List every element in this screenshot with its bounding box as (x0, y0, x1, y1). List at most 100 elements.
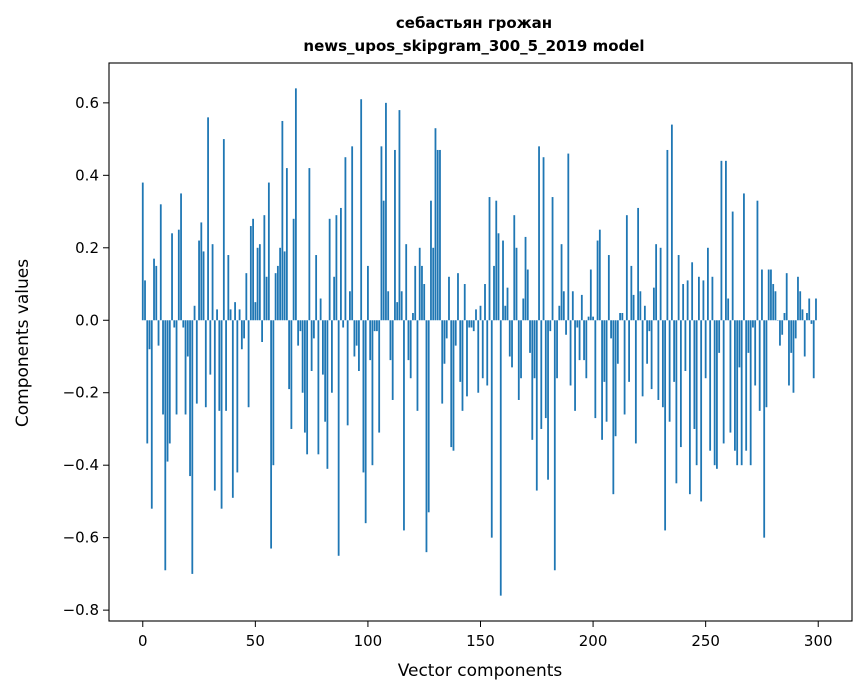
bar-155 (490, 320, 493, 538)
bar-87 (337, 320, 340, 556)
bar-32 (213, 320, 216, 491)
bar-48 (249, 226, 252, 321)
bar-150 (479, 305, 482, 321)
bar-128 (430, 200, 432, 321)
bar-26 (200, 222, 203, 321)
bar-28 (204, 320, 207, 408)
bar-74 (308, 168, 311, 321)
bar-230 (659, 247, 662, 321)
x-tick-label: 50 (246, 632, 265, 650)
bar-27 (202, 251, 205, 321)
bar-284 (781, 320, 784, 335)
bar-158 (497, 233, 500, 321)
x-tick-label: 200 (579, 632, 608, 650)
bar-263 (734, 320, 736, 451)
bar-3 (148, 320, 151, 350)
bar-116 (403, 320, 405, 531)
bar-86 (335, 215, 338, 321)
bar-215 (625, 215, 628, 321)
bar-126 (425, 320, 428, 553)
bar-166 (515, 247, 518, 321)
bar-56 (267, 182, 270, 321)
bar-205 (603, 320, 606, 382)
bar-177 (540, 320, 543, 429)
bar-235 (670, 124, 673, 321)
bar-216 (628, 320, 630, 382)
bar-94 (353, 320, 356, 357)
bar-189 (567, 153, 570, 321)
bar-39 (229, 309, 232, 321)
bar-221 (639, 291, 642, 321)
bar-275 (761, 269, 763, 321)
bar-192 (574, 320, 576, 411)
bar-112 (394, 149, 396, 321)
bars (141, 88, 817, 596)
bar-96 (358, 320, 360, 371)
bar-227 (652, 287, 655, 321)
bar-6 (155, 265, 158, 321)
bar-232 (664, 320, 667, 531)
bar-276 (763, 320, 766, 538)
bar-120 (412, 313, 414, 321)
bar-242 (686, 280, 689, 321)
bar-272 (754, 320, 757, 386)
bar-83 (328, 218, 331, 321)
bar-70 (299, 320, 302, 332)
bar-13 (171, 233, 173, 321)
bar-91 (346, 320, 349, 426)
bar-16 (177, 229, 180, 321)
bar-246 (695, 320, 698, 466)
bar-141 (459, 320, 462, 382)
bar-64 (285, 168, 288, 321)
bar-50 (254, 302, 257, 321)
bar-294 (803, 320, 806, 357)
bar-165 (513, 215, 516, 321)
bar-157 (495, 200, 498, 321)
bar-160 (502, 240, 504, 321)
bar-299 (815, 298, 817, 321)
bar-117 (405, 244, 408, 321)
bar-49 (252, 218, 254, 321)
bar-211 (616, 320, 619, 364)
bar-52 (258, 244, 261, 321)
bar-256 (718, 320, 721, 353)
bar-80 (321, 320, 324, 375)
bar-143 (463, 284, 466, 321)
bar-259 (725, 160, 727, 321)
bar-223 (643, 305, 646, 321)
plot-area (108, 62, 853, 622)
x-tick-label: 250 (691, 632, 720, 650)
bar-124 (421, 265, 423, 321)
bar-73 (306, 320, 309, 455)
bar-118 (407, 320, 410, 361)
bar-191 (571, 291, 574, 321)
bar-146 (470, 320, 473, 328)
bar-68 (294, 88, 297, 321)
bar-17 (180, 193, 182, 321)
bar-269 (747, 320, 750, 353)
bar-89 (342, 320, 345, 328)
y-tick-label: 0.4 (75, 166, 99, 184)
bar-75 (310, 320, 313, 371)
bar-253 (711, 276, 714, 321)
bar-224 (646, 320, 649, 364)
bar-63 (283, 251, 286, 321)
bar-12 (168, 320, 171, 444)
bar-90 (344, 157, 347, 321)
bar-72 (303, 320, 306, 433)
y-tick-label: −0.2 (63, 384, 99, 402)
bar-154 (488, 197, 491, 321)
bar-66 (290, 320, 293, 429)
bar-109 (387, 291, 390, 321)
bar-234 (668, 320, 671, 422)
bar-9 (162, 320, 164, 415)
x-tick-label: 300 (804, 632, 833, 650)
bar-127 (427, 320, 430, 513)
bar-152 (484, 284, 486, 321)
bar-100 (367, 265, 369, 321)
bar-167 (517, 320, 520, 400)
bar-61 (279, 247, 282, 321)
bar-92 (349, 291, 351, 321)
bar-195 (580, 294, 583, 321)
bar-228 (655, 244, 658, 321)
